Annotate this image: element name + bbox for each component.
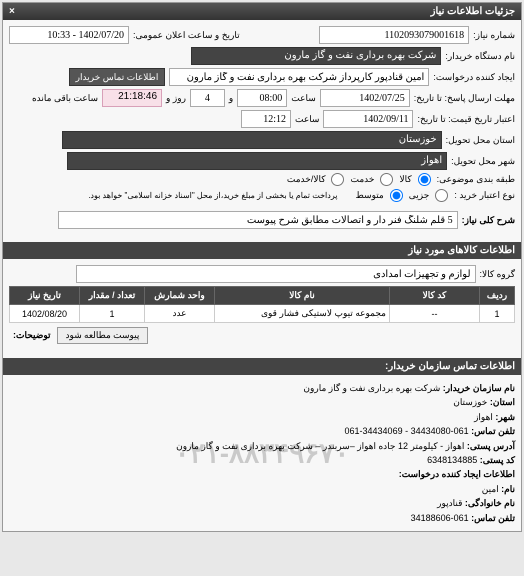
c-province-label: استان: — [490, 397, 515, 407]
need-number-label: شماره نیاز: — [473, 30, 515, 41]
contact-section-header: اطلاعات تماس سازمان خریدار: — [3, 358, 521, 375]
time-label-2: ساعت — [295, 114, 320, 125]
c-lastname-value: قنادپور — [437, 498, 462, 508]
validity-label: اعتبار تاریخ قیمت: تا تاریخ: — [417, 114, 515, 125]
c-lastname-label: نام خانوادگی: — [465, 498, 515, 508]
class-goods-radio[interactable] — [418, 173, 431, 186]
class-goods-service-radio[interactable] — [331, 173, 344, 186]
subject-class-label: طبقه بندی موضوعی: — [437, 174, 515, 185]
items-section-header: اطلاعات کالاهای مورد نیاز — [3, 242, 521, 259]
class-goods-label: کالا — [399, 174, 411, 185]
main-panel: جزئیات اطلاعات نیاز × شماره نیاز: تاریخ … — [2, 2, 522, 532]
cell-row: 1 — [480, 305, 515, 323]
deadline-date-input[interactable] — [320, 89, 410, 107]
c-province-value: خوزستان — [453, 397, 487, 407]
key-desc-input[interactable] — [58, 211, 458, 229]
time-label-1: ساعت — [291, 93, 316, 104]
panel-title: جزئیات اطلاعات نیاز — [431, 6, 515, 17]
type-partial-label: جزیی — [409, 190, 430, 201]
countdown-box: 21:18:46 — [102, 89, 162, 107]
c-phone-value: 061-34434080 - 34434069-061 — [345, 426, 469, 436]
deadline-label: مهلت ارسال پاسخ: تا تاریخ: — [414, 93, 515, 104]
buyer-org-label: نام دستگاه خریدار: — [445, 51, 515, 62]
class-service-label: خدمت — [350, 174, 374, 185]
items-table: ردیف کد کالا نام کالا واحد شمارش تعداد /… — [9, 286, 515, 323]
c-postcode-value: 6348134885 — [427, 455, 477, 465]
payment-note: پرداخت تمام یا بخشی از مبلغ خرید،از محل … — [88, 191, 337, 200]
validity-time-input[interactable] — [241, 110, 291, 128]
th-unit: واحد شمارش — [145, 287, 215, 305]
group-input[interactable] — [76, 265, 476, 283]
city-value: اهواز — [67, 152, 447, 170]
key-desc-label: شرح کلی نیاز: — [462, 215, 515, 226]
th-qty: تعداد / مقدار — [80, 287, 145, 305]
cell-qty: 1 — [80, 305, 145, 323]
c-name-value: امین — [482, 484, 499, 494]
c-org-label: نام سازمان خریدار: — [443, 383, 515, 393]
c-city-label: شهر: — [495, 412, 515, 422]
group-label: گروه کالا: — [480, 269, 515, 280]
c-postcode-label: کد پستی: — [480, 455, 515, 465]
notes-label: توضیحات: — [13, 330, 51, 341]
type-medium-label: متوسط — [355, 190, 383, 201]
city-label: شهر محل تحویل: — [451, 156, 515, 167]
class-goods-service-label: کالا/خدمت — [287, 174, 326, 185]
cell-date: 1402/08/20 — [10, 305, 80, 323]
c-address-label: آدرس پستی: — [467, 441, 515, 451]
c-city-value: اهواز — [474, 412, 493, 422]
purchase-type-label: نوع اعتبار خرید : — [454, 190, 515, 201]
announce-label: تاریخ و ساعت اعلان عمومی: — [133, 30, 240, 41]
th-code: کد کالا — [390, 287, 480, 305]
cell-name: مجموعه تیوپ لاستیکی فشار قوی — [215, 305, 390, 323]
attachment-button[interactable]: پیوست مطالعه شود — [57, 327, 149, 344]
panel-header: جزئیات اطلاعات نیاز × — [3, 3, 521, 20]
deadline-time-input[interactable] — [237, 89, 287, 107]
c-address-value: اهواز - کیلومتر 12 جاده اهواز –سربندر – … — [176, 441, 464, 451]
province-label: استان محل تحویل: — [446, 135, 515, 146]
cell-code: -- — [390, 305, 480, 323]
c-reqphone-value: 061-34188606 — [411, 513, 469, 523]
province-value: خوزستان — [62, 131, 442, 149]
need-number-input[interactable] — [319, 26, 469, 44]
type-partial-radio[interactable] — [435, 189, 448, 202]
type-medium-radio[interactable] — [390, 189, 403, 202]
th-date: تاریخ نیاز — [10, 287, 80, 305]
cell-unit: عدد — [145, 305, 215, 323]
c-org-value: شرکت بهره برداری نفت و گاز مارون — [303, 383, 440, 393]
buyer-contact-button[interactable]: اطلاعات تماس خریدار — [69, 68, 166, 86]
contact-area: ۰۲۱-۸۸۳۴۹۶۷۰ نام سازمان خریدار: شرکت بهر… — [3, 375, 521, 531]
c-req-section: اطلاعات ایجاد کننده درخواست: — [399, 469, 515, 479]
th-row: ردیف — [480, 287, 515, 305]
buyer-org-value: شرکت بهره برداری نفت و گاز مارون — [191, 47, 441, 65]
and-label: و — [229, 93, 233, 104]
class-service-radio[interactable] — [380, 173, 393, 186]
requester-input[interactable] — [169, 68, 429, 86]
countdown-rest-label: ساعت باقی مانده — [32, 93, 98, 104]
c-phone-label: تلفن تماس: — [471, 426, 515, 436]
form-area: شماره نیاز: تاریخ و ساعت اعلان عمومی: نا… — [3, 20, 521, 238]
c-name-label: نام: — [501, 484, 515, 494]
th-name: نام کالا — [215, 287, 390, 305]
announce-input[interactable] — [9, 26, 129, 44]
requester-label: ایجاد کننده درخواست: — [433, 72, 515, 83]
c-reqphone-label: تلفن تماس: — [471, 513, 515, 523]
days-rest-label: روز و — [166, 93, 186, 104]
table-row[interactable]: 1 -- مجموعه تیوپ لاستیکی فشار قوی عدد 1 … — [10, 305, 515, 323]
validity-date-input[interactable] — [323, 110, 413, 128]
close-icon[interactable]: × — [9, 6, 15, 17]
days-input[interactable] — [190, 89, 225, 107]
